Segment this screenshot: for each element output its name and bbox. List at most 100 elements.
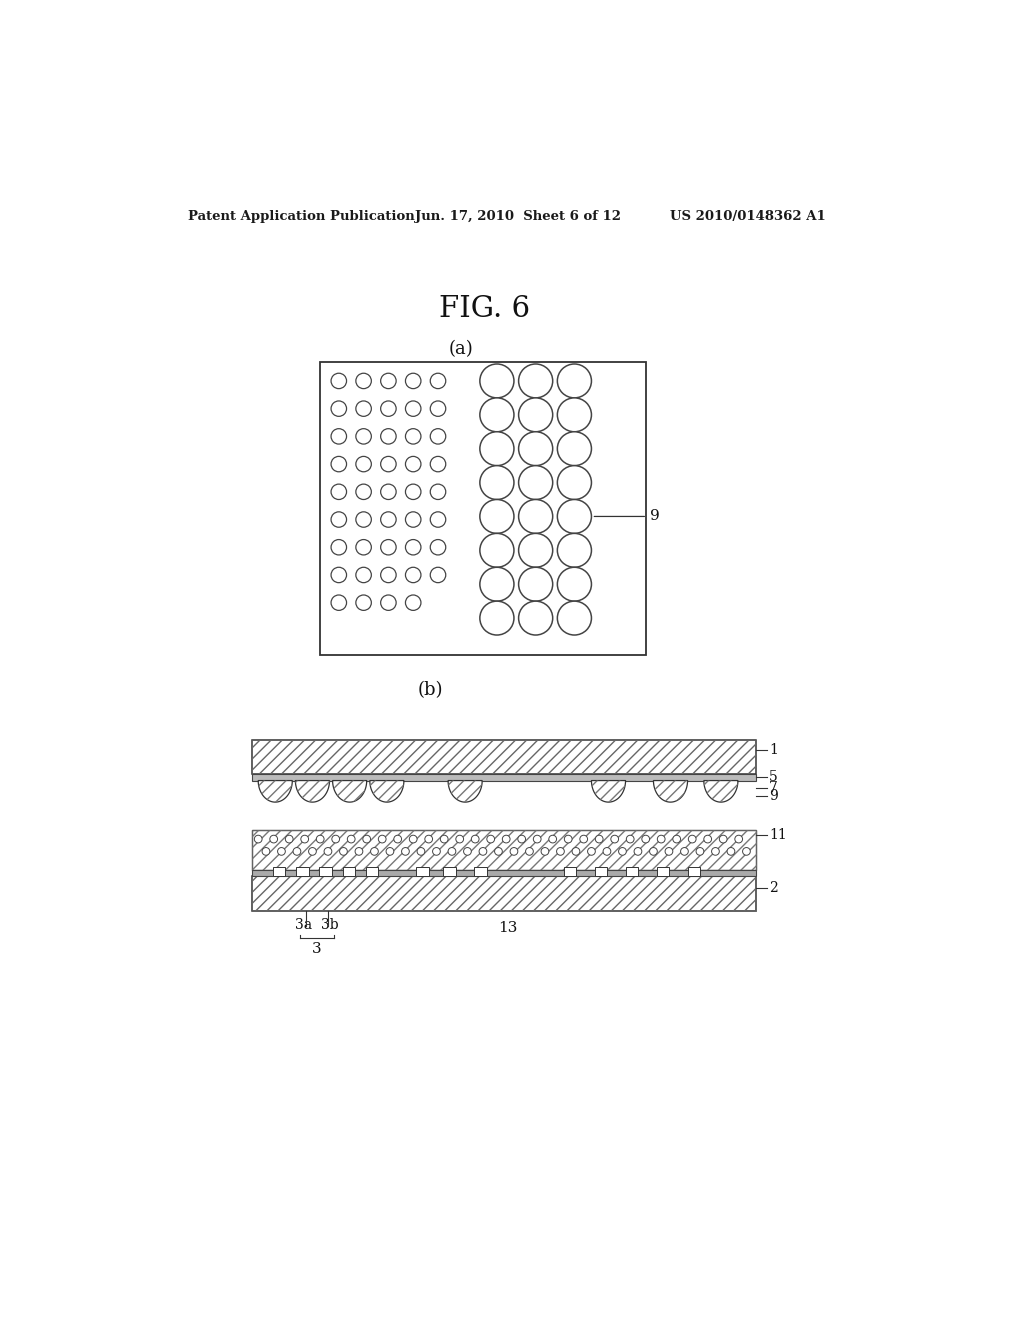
Circle shape <box>410 836 417 843</box>
Bar <box>273 867 286 876</box>
Circle shape <box>316 836 324 843</box>
Circle shape <box>480 364 514 397</box>
Circle shape <box>293 847 301 855</box>
Circle shape <box>534 836 541 843</box>
Circle shape <box>378 836 386 843</box>
Bar <box>417 867 429 876</box>
Text: 7: 7 <box>769 781 778 795</box>
Circle shape <box>386 847 394 855</box>
Bar <box>595 867 607 876</box>
Circle shape <box>440 836 449 843</box>
Circle shape <box>518 432 553 466</box>
Circle shape <box>430 374 445 388</box>
Circle shape <box>356 429 372 444</box>
Text: (a): (a) <box>449 341 474 358</box>
Text: 3b: 3b <box>322 917 339 932</box>
Circle shape <box>557 432 592 466</box>
Circle shape <box>331 429 346 444</box>
Circle shape <box>727 847 735 855</box>
Circle shape <box>464 847 471 855</box>
Circle shape <box>394 836 401 843</box>
Bar <box>563 867 575 876</box>
Circle shape <box>611 836 618 843</box>
Bar <box>252 876 756 911</box>
Circle shape <box>331 568 346 582</box>
Circle shape <box>381 595 396 610</box>
Circle shape <box>417 847 425 855</box>
Circle shape <box>480 466 514 499</box>
Circle shape <box>681 847 688 855</box>
Circle shape <box>634 847 642 855</box>
Circle shape <box>486 836 495 843</box>
Circle shape <box>430 401 445 416</box>
Bar <box>296 867 308 876</box>
Circle shape <box>332 836 340 843</box>
Circle shape <box>262 847 270 855</box>
Circle shape <box>557 397 592 432</box>
Circle shape <box>541 847 549 855</box>
Text: 9: 9 <box>769 788 777 803</box>
Circle shape <box>557 847 564 855</box>
Circle shape <box>525 847 534 855</box>
Circle shape <box>381 374 396 388</box>
Bar <box>252 739 756 775</box>
Polygon shape <box>258 780 292 803</box>
Text: 3: 3 <box>312 942 322 956</box>
Circle shape <box>406 568 421 582</box>
Text: 5: 5 <box>769 771 777 784</box>
Circle shape <box>406 457 421 471</box>
Circle shape <box>430 568 445 582</box>
Circle shape <box>381 429 396 444</box>
Circle shape <box>557 364 592 397</box>
Circle shape <box>381 401 396 416</box>
Circle shape <box>479 847 486 855</box>
Circle shape <box>703 836 712 843</box>
Circle shape <box>557 533 592 568</box>
Circle shape <box>308 847 316 855</box>
Text: FIG. 6: FIG. 6 <box>439 294 530 322</box>
Circle shape <box>381 457 396 471</box>
Circle shape <box>518 836 525 843</box>
Circle shape <box>430 429 445 444</box>
Circle shape <box>518 568 553 601</box>
Text: (b): (b) <box>418 681 443 698</box>
Circle shape <box>425 836 432 843</box>
Circle shape <box>356 512 372 527</box>
Bar <box>656 867 669 876</box>
Text: US 2010/0148362 A1: US 2010/0148362 A1 <box>671 210 826 223</box>
Circle shape <box>719 836 727 843</box>
Circle shape <box>696 847 703 855</box>
Bar <box>252 775 756 780</box>
Polygon shape <box>333 780 367 803</box>
Circle shape <box>480 397 514 432</box>
Circle shape <box>449 847 456 855</box>
Circle shape <box>549 836 557 843</box>
Text: 3a: 3a <box>295 917 312 932</box>
Circle shape <box>432 847 440 855</box>
Circle shape <box>371 847 378 855</box>
Circle shape <box>331 457 346 471</box>
Circle shape <box>381 568 396 582</box>
Circle shape <box>331 401 346 416</box>
Circle shape <box>406 401 421 416</box>
Circle shape <box>356 484 372 499</box>
Circle shape <box>301 836 308 843</box>
Circle shape <box>735 836 742 843</box>
Circle shape <box>618 847 627 855</box>
Circle shape <box>270 836 278 843</box>
Polygon shape <box>592 780 626 803</box>
Circle shape <box>510 847 518 855</box>
Circle shape <box>356 595 372 610</box>
Circle shape <box>480 568 514 601</box>
Circle shape <box>673 836 681 843</box>
Circle shape <box>331 540 346 554</box>
Circle shape <box>627 836 634 843</box>
Circle shape <box>518 397 553 432</box>
Bar <box>252 739 756 775</box>
Circle shape <box>712 847 719 855</box>
Bar <box>366 867 378 876</box>
Circle shape <box>356 540 372 554</box>
Circle shape <box>518 466 553 499</box>
Circle shape <box>557 568 592 601</box>
Circle shape <box>603 847 611 855</box>
